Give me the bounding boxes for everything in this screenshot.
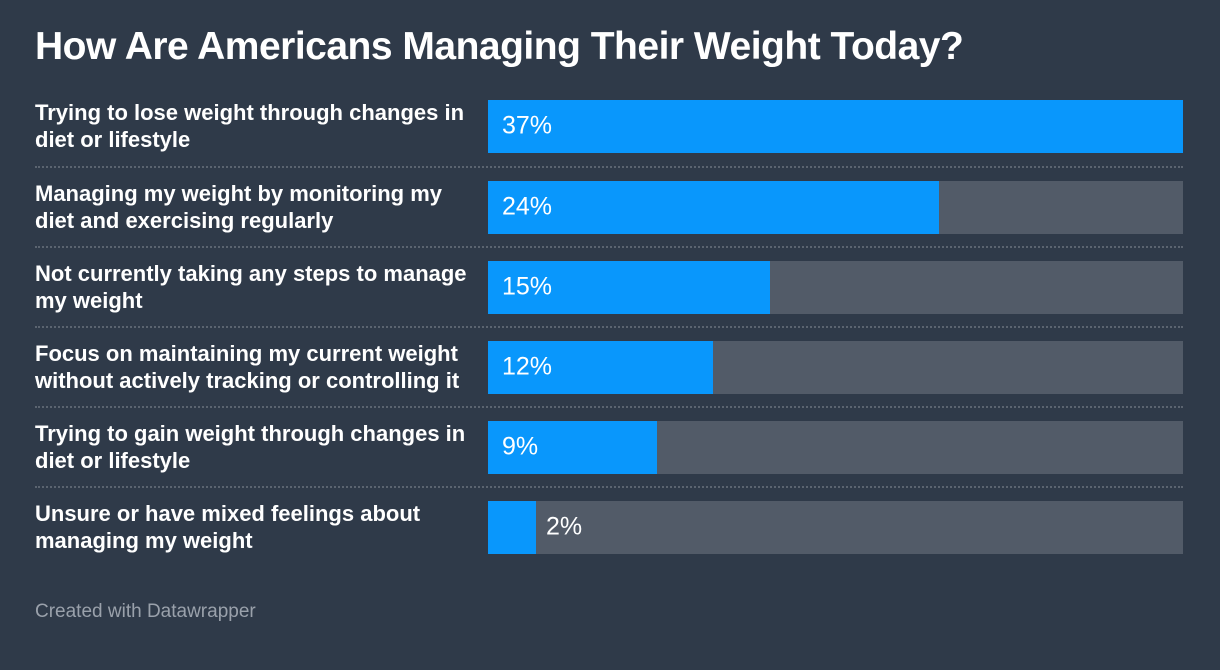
bar bbox=[488, 180, 939, 234]
bar-track: 15% bbox=[488, 260, 1183, 314]
category-label: Managing my weight by monitoring my diet… bbox=[35, 181, 443, 233]
bar-track: 2% bbox=[488, 500, 1183, 554]
chart-row: Trying to lose weight through changes in… bbox=[35, 86, 1183, 166]
value-label: 2% bbox=[546, 512, 583, 541]
bar bbox=[488, 420, 657, 474]
chart-row: Trying to gain weight through changes in… bbox=[35, 406, 1183, 486]
chart-row: Focus on maintaining my current weight w… bbox=[35, 326, 1183, 406]
chart-title: How Are Americans Managing Their Weight … bbox=[35, 25, 964, 68]
bar bbox=[488, 340, 713, 394]
chart-row: Unsure or have mixed feelings about mana… bbox=[35, 486, 1183, 566]
chart-row: Not currently taking any steps to manage… bbox=[35, 246, 1183, 326]
category-label: Trying to gain weight through changes in… bbox=[35, 421, 466, 473]
category-label: Unsure or have mixed feelings about mana… bbox=[35, 501, 421, 553]
category-label: Not currently taking any steps to manage… bbox=[35, 261, 467, 313]
chart-row: Managing my weight by monitoring my diet… bbox=[35, 166, 1183, 246]
bar bbox=[488, 99, 1183, 153]
value-label: 9% bbox=[502, 432, 539, 461]
bar-track: 9% bbox=[488, 420, 1183, 474]
value-label: 15% bbox=[502, 272, 553, 301]
value-label: 37% bbox=[502, 111, 553, 140]
bar-track: 12% bbox=[488, 340, 1183, 394]
bar-chart: Trying to lose weight through changes in… bbox=[35, 86, 1183, 566]
value-label: 24% bbox=[502, 192, 553, 221]
bar-track: 37% bbox=[488, 99, 1183, 153]
value-label: 12% bbox=[502, 352, 553, 381]
category-label: Trying to lose weight through changes in… bbox=[35, 100, 465, 152]
category-label: Focus on maintaining my current weight w… bbox=[35, 341, 460, 393]
attribution-text: Created with Datawrapper bbox=[35, 601, 256, 622]
bar bbox=[488, 260, 770, 314]
bar-track: 24% bbox=[488, 180, 1183, 234]
bar bbox=[488, 500, 536, 554]
